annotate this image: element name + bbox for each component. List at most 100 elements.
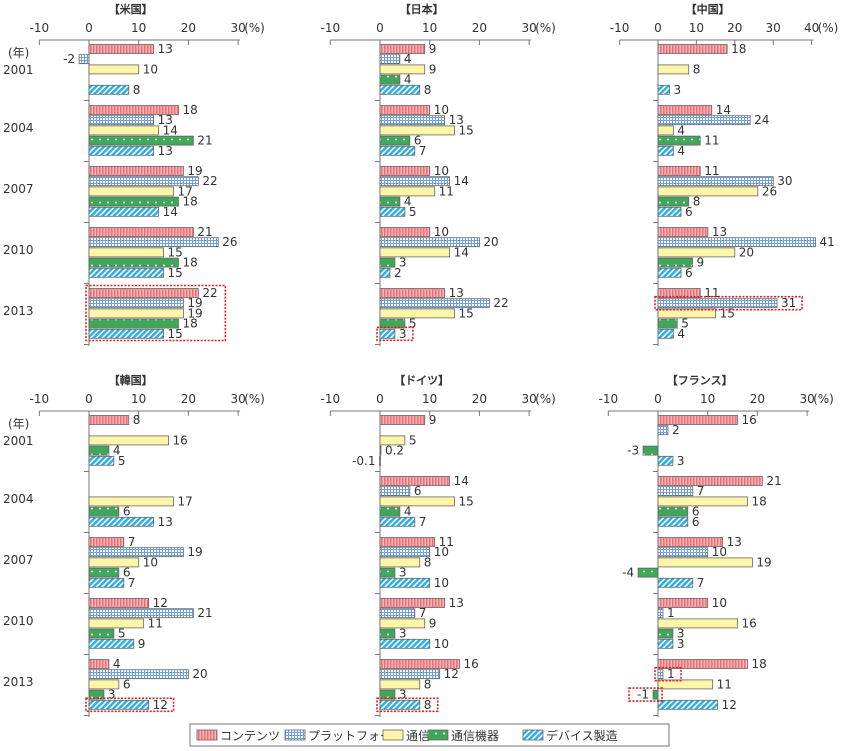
data-label: 4: [113, 444, 121, 458]
data-label: 18: [182, 256, 197, 270]
highlight-box: [654, 666, 682, 682]
x-tick-label: 0: [85, 21, 93, 35]
data-label: 9: [429, 413, 437, 427]
x-tick-label: 0: [85, 392, 93, 406]
data-label: 8: [424, 677, 432, 691]
bar-2013-s5: [657, 699, 719, 710]
data-label: 14: [716, 103, 731, 117]
data-label: 15: [720, 306, 735, 320]
data-label: 15: [168, 266, 183, 280]
data-label: 5: [681, 317, 689, 331]
highlight-box: [85, 284, 227, 342]
data-label: 7: [419, 515, 427, 529]
bar-2007-s2: [657, 176, 774, 187]
bar-2010-s1: [379, 227, 431, 237]
bar-2001-s5: [379, 455, 381, 466]
data-label: 11: [148, 616, 163, 630]
data-label: 6: [123, 677, 131, 691]
data-label: 3: [399, 327, 407, 341]
x-tick-label: 10: [689, 21, 704, 35]
bar-2013-s2: [88, 669, 189, 680]
bar-2010-s1: [657, 227, 709, 237]
bar-2013-s1: [379, 659, 460, 669]
year-label: 2013: [3, 675, 34, 689]
bar-2001-s4: [379, 445, 382, 456]
x-tick-label: -10: [320, 21, 340, 35]
data-label: 19: [187, 296, 202, 310]
bar-2010-s4: [379, 257, 396, 268]
unit-label: (%): [813, 392, 834, 406]
data-label: 15: [168, 327, 183, 341]
bar-2007-s4: [657, 196, 690, 207]
x-tick-label: 20: [181, 392, 196, 406]
data-label: 3: [677, 637, 685, 651]
highlight-box: [376, 697, 439, 713]
bar-2010-s4: [379, 628, 396, 639]
x-tick-label: 20: [472, 21, 487, 35]
data-label: 11: [717, 677, 732, 691]
bar-2010-s2: [657, 608, 664, 619]
bar-2010-s4: [88, 257, 179, 268]
bar-2010-s2: [379, 608, 416, 619]
data-label: 6: [123, 505, 131, 519]
data-label: -2: [63, 52, 75, 66]
x-tick-label: 30: [766, 21, 781, 35]
data-label: 14: [454, 474, 469, 488]
bar-2007-s1: [88, 166, 184, 176]
panel-4: 【韓国】-10 0 10 20 30(%)(年)20012004200720102013…: [3, 373, 265, 717]
year-label: 2001: [3, 434, 34, 448]
data-label: 0.2: [385, 444, 404, 458]
data-label: 2: [672, 423, 680, 437]
bar-2004-s2: [657, 115, 751, 126]
bar-2010-s5: [88, 638, 135, 649]
bar-2004-s3: [88, 496, 174, 507]
bar-2004-s4: [88, 506, 120, 517]
bar-2013-s3: [657, 679, 714, 690]
bar-2013-s1: [88, 659, 110, 669]
highlight-box: [654, 295, 803, 311]
year-unit-label: (年): [8, 46, 29, 60]
data-label: 13: [158, 515, 173, 529]
bar-2013-s4: [379, 318, 406, 329]
data-label: 13: [158, 113, 173, 127]
x-tick-label: 10: [700, 392, 715, 406]
data-label: 11: [439, 184, 454, 198]
bar-2010-s1: [88, 227, 194, 237]
bar-2004-s1: [88, 105, 179, 115]
data-label: 1: [667, 606, 675, 620]
panel-title: 【韓国】: [109, 373, 153, 387]
year-label: 2010: [3, 243, 34, 257]
bar-2004-s5: [88, 516, 155, 527]
data-label: 3: [399, 566, 407, 580]
data-label: 9: [429, 42, 437, 56]
panel-title: 【ドイツ】: [394, 374, 449, 387]
bar-2007-s3: [88, 186, 174, 197]
bar-2001-s4: [642, 445, 659, 456]
data-label: 9: [697, 256, 705, 270]
bar-2007-s1: [657, 537, 724, 547]
x-tick-label: -10: [320, 392, 340, 406]
bar-2013-s5: [88, 699, 150, 710]
bar-2013-s2: [379, 669, 441, 680]
bar-2013-s3: [379, 679, 421, 690]
bar-2007-s1: [657, 166, 701, 176]
unit-label: (%): [535, 21, 556, 35]
data-label: 6: [692, 505, 700, 519]
bar-2001-s5: [88, 455, 115, 466]
bar-2001-s1: [379, 44, 426, 54]
bar-2007-s5: [379, 577, 431, 588]
bar-2013-s1: [657, 288, 701, 298]
data-label: 20: [483, 235, 498, 249]
data-label: 16: [173, 433, 188, 447]
bar-2004-s3: [379, 125, 455, 136]
data-label: 19: [187, 545, 202, 559]
bar-2007-s5: [657, 577, 694, 588]
data-label: 6: [123, 566, 131, 580]
bar-2010-s4: [657, 628, 674, 639]
data-label: 11: [704, 286, 719, 300]
bar-2007-s2: [379, 176, 450, 187]
data-label: 15: [459, 494, 474, 508]
year-label: 2013: [3, 304, 34, 318]
bar-2013-s5: [88, 328, 164, 339]
x-tick-label: 20: [472, 392, 487, 406]
